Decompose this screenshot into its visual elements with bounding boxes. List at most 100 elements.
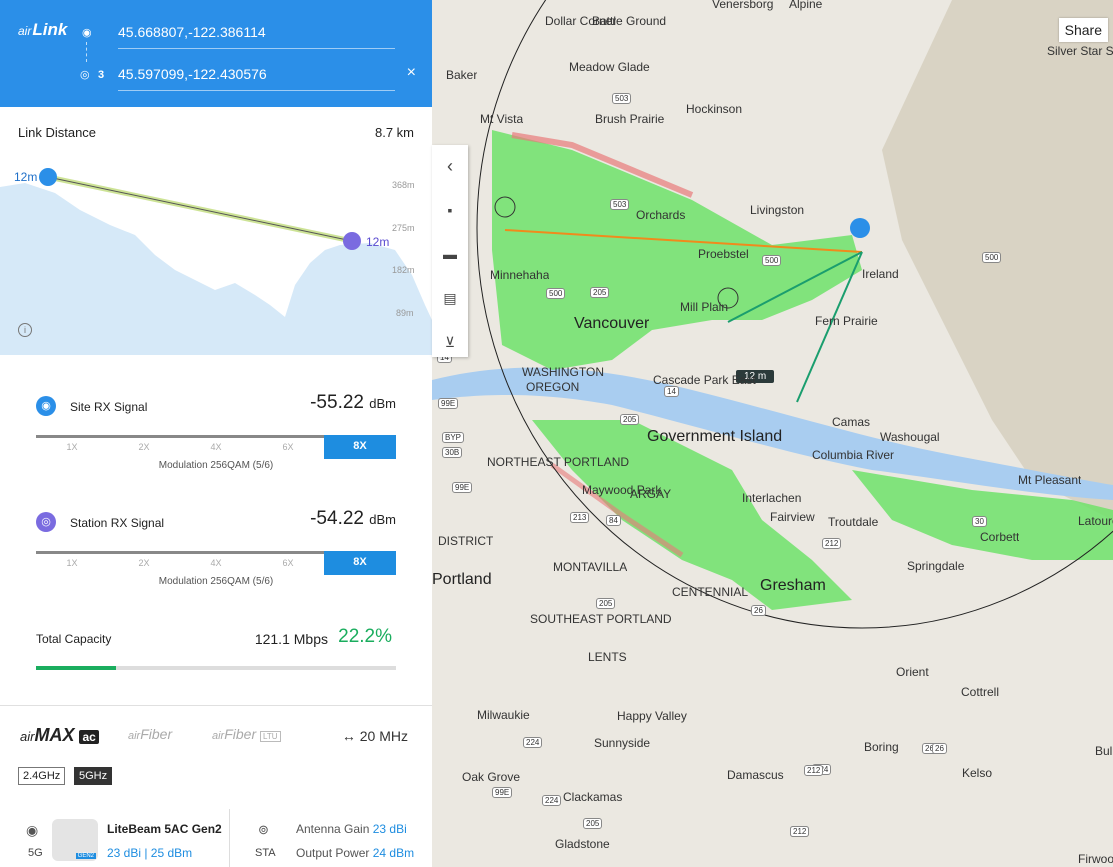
device-row: ◉ 5G GEN2 LiteBeam 5AC Gen2 23 dBi | 25 … <box>0 805 432 867</box>
site-height-label: 12m <box>14 170 38 184</box>
chevron-left-icon[interactable]: ‹ <box>447 156 453 176</box>
place-label: Mt Vista <box>480 112 524 126</box>
airlink-logo: airLink <box>18 20 68 39</box>
place-label: Corbett <box>980 530 1020 544</box>
place-label: Camas <box>832 415 871 429</box>
airfiber-tab[interactable]: airFiber <box>128 726 173 742</box>
elevation-tick: 89m <box>396 308 414 318</box>
place-label: Clackamas <box>563 790 623 804</box>
station-height-label: 12m <box>366 235 390 249</box>
station-icon: ◎ <box>80 69 90 81</box>
place-label: Sunnyside <box>594 736 651 750</box>
route-shield: 30B <box>442 447 463 458</box>
link-distance-tag: 12 m <box>736 370 775 383</box>
place-label: Gladstone <box>555 837 610 851</box>
place-label: Happy Valley <box>617 709 687 723</box>
route-shield: 205 <box>583 818 603 829</box>
station-rx-icon: ◎ <box>36 512 56 532</box>
channel-width[interactable]: ↔ 20 MHz <box>341 728 408 744</box>
place-label: Gresham <box>760 577 826 594</box>
site-rx-label: Site RX Signal <box>70 400 148 414</box>
place-label: OREGON <box>526 380 580 394</box>
product-line-tabs: airMAX ac airFiber airFiber LTU ↔ 20 MHz <box>18 722 414 752</box>
place-label: Oak Grove <box>462 770 521 784</box>
weak-signal-edge <box>511 132 694 198</box>
mode-icon: ⊚ <box>258 822 269 837</box>
band-label: 5G <box>28 847 43 859</box>
route-shield: 500 <box>982 252 1002 263</box>
place-label: Mill Plain <box>680 300 729 314</box>
place-label: Orient <box>896 665 929 679</box>
elevation-tick: 368m <box>392 180 415 190</box>
panel-header: airLink ◉ ◎ 3 45.668807,-122.386114 45.5… <box>0 0 432 107</box>
coverage-map[interactable]: 12 m Dollar Corner Battle Ground Venersbor… <box>432 0 1113 867</box>
route-shield: 212 <box>804 765 824 776</box>
route-shield: 84 <box>606 515 621 526</box>
place-label: Cottrell <box>961 685 1000 699</box>
device-specs: 23 dBi | 25 dBm <box>107 846 193 860</box>
site-rx-bar <box>36 435 396 438</box>
band-24ghz-button[interactable]: 2.4GHz <box>18 767 66 785</box>
device-image: GEN2 <box>52 819 98 861</box>
place-label: Minnehaha <box>490 268 550 282</box>
capacity-bar-fill <box>36 666 116 670</box>
folder-icon[interactable]: ▬ <box>443 246 457 262</box>
report-icon[interactable]: ▤ <box>443 290 457 306</box>
link-panel: airLink ◉ ◎ 3 45.668807,-122.386114 45.5… <box>0 0 432 867</box>
place-label: Portland <box>432 571 492 588</box>
cart-icon[interactable]: ⊻ <box>444 334 456 350</box>
route-shield: 224 <box>523 737 543 748</box>
place-label: MONTAVILLA <box>553 560 628 574</box>
info-icon[interactable]: i <box>18 323 32 337</box>
place-label: Interlachen <box>742 491 802 505</box>
route-shield: 503 <box>612 93 632 104</box>
station-coordinate-input[interactable]: 45.597099,-122.430576 <box>118 66 395 91</box>
link-distance-value: 8.7 km <box>374 125 414 140</box>
station-rx-bar <box>36 551 396 554</box>
site-coordinate-input[interactable]: 45.668807,-122.386114 <box>118 24 395 49</box>
band-5ghz-button[interactable]: 5GHz <box>74 767 113 785</box>
save-icon[interactable]: ▪ <box>447 202 453 218</box>
site-icon: ◉ <box>82 27 92 39</box>
place-label: Washougal <box>880 430 940 444</box>
route-shield: 503 <box>610 199 630 210</box>
share-button[interactable]: Share <box>1058 18 1108 42</box>
place-label: Alpine <box>789 0 823 11</box>
link-green <box>727 251 863 323</box>
link-distance-row: Link Distance 8.7 km <box>18 125 414 140</box>
place-label: Cascade Park East <box>653 373 756 387</box>
station-rx-label: Station RX Signal <box>70 516 165 530</box>
station-marker-icon[interactable] <box>494 196 516 218</box>
place-label: Fairview <box>770 510 815 524</box>
site-marker-icon[interactable] <box>850 218 870 238</box>
place-label: Battle Ground <box>592 14 667 28</box>
place-label: Firwood <box>1078 852 1113 866</box>
route-shield: BYP <box>442 432 465 443</box>
place-label: Troutdale <box>828 515 879 529</box>
site-rx-active-tick: 8X <box>324 435 396 459</box>
site-rx-icon: ◉ <box>36 396 56 416</box>
place-label: Columbia River <box>812 448 895 462</box>
coverage-radius-circle <box>476 0 1113 629</box>
link-orange <box>504 229 863 253</box>
site-marker-icon <box>39 168 57 186</box>
device-name[interactable]: LiteBeam 5AC Gen2 <box>107 822 222 836</box>
place-label: Maywood Park <box>582 483 662 497</box>
station-count: 3 <box>98 69 105 81</box>
place-label: Proebstel <box>698 247 749 261</box>
site-rx-ticks: 1X 2X 4X 6X 8X <box>36 435 396 459</box>
route-shield: 99E <box>492 787 513 798</box>
station-rx-active-tick: 8X <box>324 551 396 575</box>
close-icon[interactable]: × <box>406 64 416 81</box>
airfiber-ltu-tab[interactable]: airFiber LTU <box>212 726 281 742</box>
place-label: Dollar Corner <box>545 14 617 28</box>
place-label: Damascus <box>727 768 784 782</box>
antenna-icon: ◉ <box>26 822 39 838</box>
place-label: Hockinson <box>686 102 743 116</box>
place-label: SOUTHEAST PORTLAND <box>530 612 672 626</box>
terrain-area <box>0 183 432 355</box>
airmax-tab[interactable]: airMAX ac <box>20 725 99 746</box>
station-marker-icon[interactable] <box>717 287 739 309</box>
route-shield: 99E <box>452 482 473 493</box>
link-line <box>47 176 353 242</box>
